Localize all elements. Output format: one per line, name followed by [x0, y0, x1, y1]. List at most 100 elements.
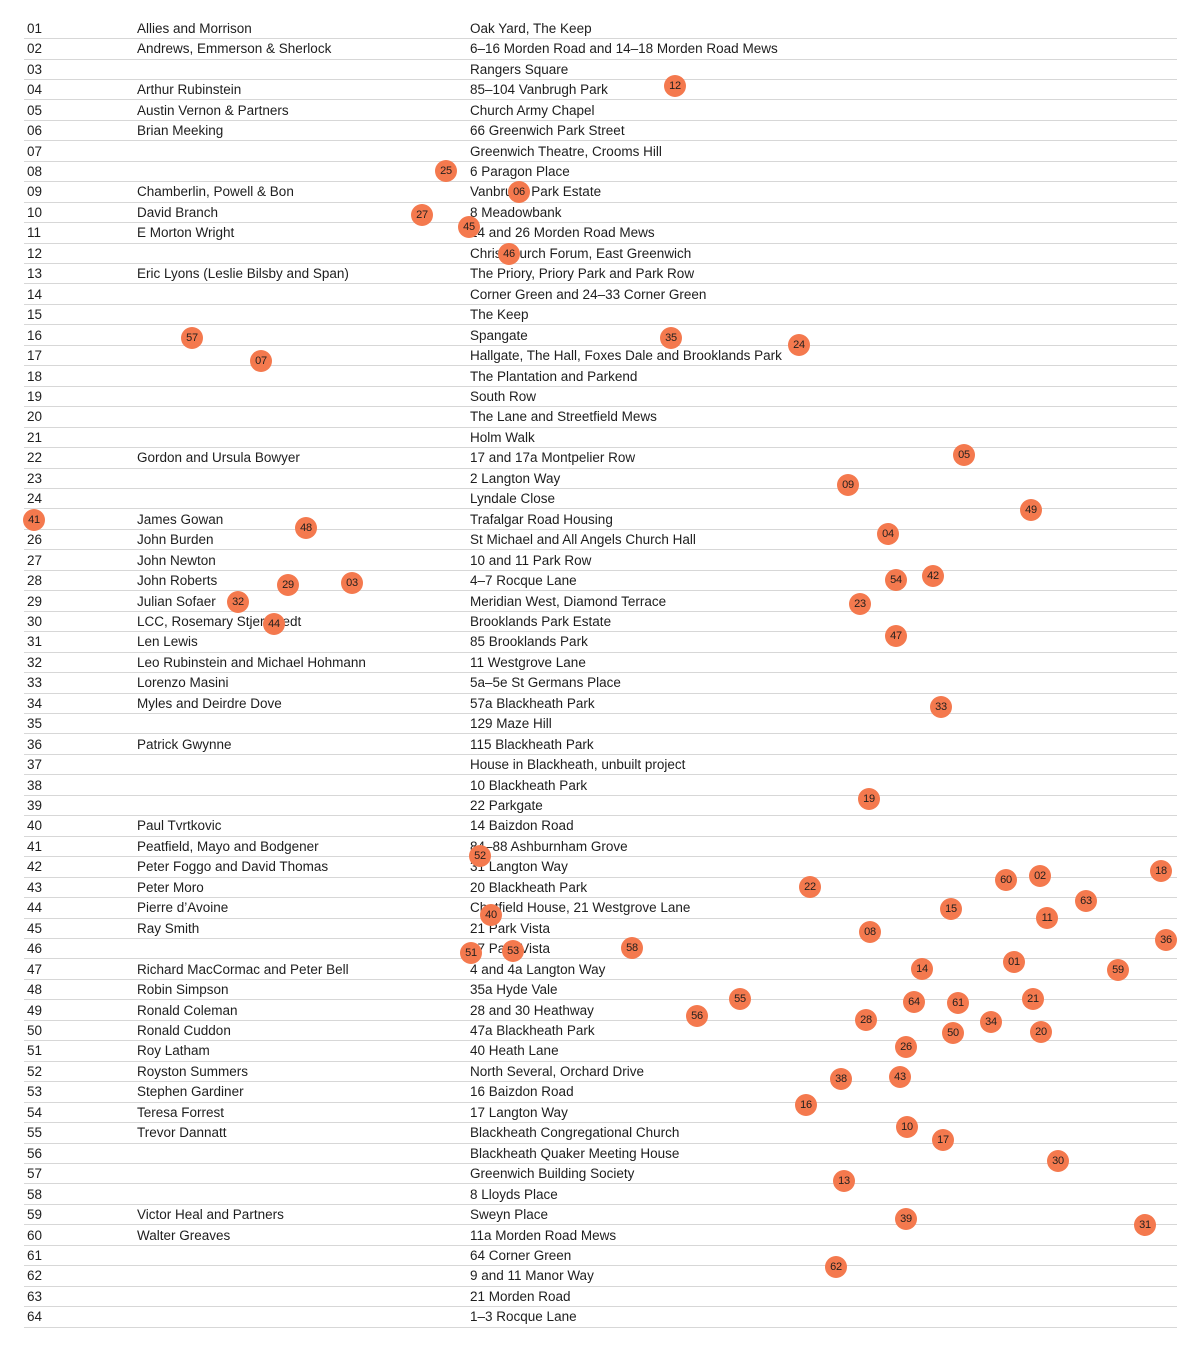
architect-name: Austin Vernon & Partners	[137, 102, 289, 118]
row-number: 33	[27, 675, 43, 691]
map-marker[interactable]: 52	[469, 845, 491, 867]
map-marker[interactable]: 10	[896, 1116, 918, 1138]
map-marker[interactable]: 49	[1020, 499, 1042, 521]
row-number: 31	[27, 634, 43, 650]
architect-name: Allies and Morrison	[137, 20, 252, 36]
map-marker[interactable]: 63	[1075, 890, 1097, 912]
map-marker[interactable]: 33	[930, 696, 952, 718]
map-marker[interactable]: 40	[480, 904, 502, 926]
map-marker[interactable]: 08	[859, 921, 881, 943]
map-marker[interactable]: 48	[295, 517, 317, 539]
map-marker[interactable]: 12	[664, 75, 686, 97]
map-marker[interactable]: 29	[277, 574, 299, 596]
map-marker[interactable]: 53	[502, 940, 524, 962]
map-marker[interactable]: 50	[942, 1022, 964, 1044]
map-marker[interactable]: 27	[411, 204, 433, 226]
table-row: 48 Robin Simpson 35a Hyde Vale	[24, 980, 1177, 1001]
architect-name: Lorenzo Masini	[137, 675, 229, 691]
map-marker[interactable]: 43	[889, 1066, 911, 1088]
row-number: 64	[27, 1309, 43, 1325]
building-name: Brooklands Park Estate	[470, 613, 612, 629]
map-marker[interactable]: 64	[903, 991, 925, 1013]
map-marker[interactable]: 47	[885, 625, 907, 647]
map-marker[interactable]: 34	[980, 1011, 1002, 1033]
map-marker[interactable]: 42	[922, 565, 944, 587]
map-marker[interactable]: 13	[833, 1170, 855, 1192]
map-marker[interactable]: 28	[855, 1009, 877, 1031]
map-marker[interactable]: 24	[788, 334, 810, 356]
architect-name: Trevor Dannatt	[137, 1125, 227, 1141]
table-row: 44 Pierre d’Avoine Chatfield House, 21 W…	[24, 898, 1177, 919]
table-row: 52 Royston Summers North Several, Orchar…	[24, 1062, 1177, 1083]
map-marker[interactable]: 56	[686, 1005, 708, 1027]
map-marker[interactable]: 62	[825, 1256, 847, 1278]
map-marker[interactable]: 05	[953, 444, 975, 466]
map-marker[interactable]: 39	[895, 1208, 917, 1230]
marker-number: 15	[945, 902, 957, 915]
map-marker[interactable]: 61	[947, 992, 969, 1014]
map-marker[interactable]: 16	[795, 1094, 817, 1116]
marker-number: 48	[300, 521, 312, 534]
map-marker[interactable]: 54	[885, 569, 907, 591]
map-marker[interactable]: 09	[837, 474, 859, 496]
map-marker[interactable]: 35	[660, 327, 682, 349]
map-marker[interactable]: 45	[458, 216, 480, 238]
building-name: 47a Blackheath Park	[470, 1023, 595, 1039]
table-row: 50 Ronald Cuddon 47a Blackheath Park	[24, 1021, 1177, 1042]
map-marker[interactable]: 14	[911, 958, 933, 980]
architect-name: Royston Summers	[137, 1063, 249, 1079]
map-marker[interactable]: 15	[940, 898, 962, 920]
map-marker[interactable]: 60	[995, 869, 1017, 891]
row-number: 38	[27, 777, 43, 793]
table-row: 01 Allies and Morrison Oak Yard, The Kee…	[24, 19, 1177, 40]
map-marker[interactable]: 02	[1029, 865, 1051, 887]
map-marker[interactable]: 26	[895, 1036, 917, 1058]
marker-number: 16	[800, 1098, 812, 1111]
map-marker[interactable]: 31	[1134, 1214, 1156, 1236]
map-marker[interactable]: 17	[932, 1129, 954, 1151]
map-marker[interactable]: 22	[799, 876, 821, 898]
map-marker[interactable]: 51	[460, 942, 482, 964]
map-marker[interactable]: 30	[1047, 1150, 1069, 1172]
building-name: 9 and 11 Manor Way	[470, 1268, 594, 1284]
map-marker[interactable]: 41	[23, 509, 45, 531]
map-marker[interactable]: 19	[858, 788, 880, 810]
marker-number: 43	[894, 1070, 906, 1083]
table-row: 30 LCC, Rosemary Stjernstedt Brooklands …	[24, 612, 1177, 633]
map-marker[interactable]: 55	[729, 988, 751, 1010]
map-marker[interactable]: 18	[1150, 860, 1172, 882]
map-marker[interactable]: 04	[877, 523, 899, 545]
map-marker[interactable]: 44	[263, 613, 285, 635]
building-name: Hallgate, The Hall, Foxes Dale and Brook…	[470, 348, 782, 364]
architect-name: John Newton	[137, 552, 216, 568]
row-number: 18	[27, 368, 43, 384]
table-row: 29 Julian Sofaer Meridian West, Diamond …	[24, 591, 1177, 612]
map-marker[interactable]: 38	[830, 1068, 852, 1090]
architect-name: Ronald Cuddon	[137, 1023, 231, 1039]
map-marker[interactable]: 57	[181, 327, 203, 349]
map-marker[interactable]: 25	[435, 160, 457, 182]
map-marker[interactable]: 11	[1036, 907, 1058, 929]
map-marker[interactable]: 20	[1030, 1021, 1052, 1043]
map-marker[interactable]: 21	[1022, 988, 1044, 1010]
map-marker[interactable]: 01	[1003, 951, 1025, 973]
marker-number: 03	[346, 576, 358, 589]
building-name: 5a–5e St Germans Place	[470, 675, 621, 691]
table-row: 34 Myles and Deirdre Dove 57a Blackheath…	[24, 694, 1177, 714]
row-number: 34	[27, 695, 43, 711]
map-marker[interactable]: 46	[498, 243, 520, 265]
row-number: 11	[27, 225, 42, 241]
map-marker[interactable]: 07	[250, 350, 272, 372]
marker-number: 32	[232, 595, 244, 608]
marker-number: 45	[463, 220, 475, 233]
map-marker[interactable]: 03	[341, 572, 363, 594]
map-marker[interactable]: 32	[227, 591, 249, 613]
building-name: Corner Green and 24–33 Corner Green	[470, 286, 707, 302]
map-marker[interactable]: 36	[1155, 929, 1177, 951]
map-marker[interactable]: 23	[849, 593, 871, 615]
map-marker[interactable]: 59	[1107, 959, 1129, 981]
map-marker[interactable]: 06	[508, 181, 530, 203]
row-number: 16	[27, 327, 43, 343]
row-number: 21	[27, 429, 43, 445]
map-marker[interactable]: 58	[621, 937, 643, 959]
